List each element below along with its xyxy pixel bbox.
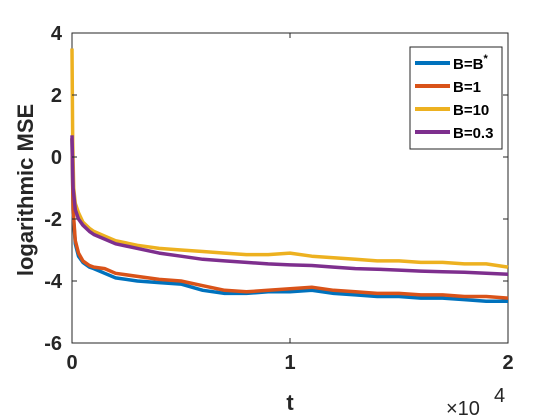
series-layer [70,48,509,303]
legend-label: B=1 [453,79,481,96]
series-line [70,138,509,300]
x-exponent-base: ×10 [446,398,480,420]
legend-label: B=0.3 [453,125,493,142]
legend-label-superscript: * [483,53,488,65]
legend: B=B* B=1 B=10 B=0.3 [409,46,503,150]
ticks-layer: -6 -4 -2 0 2 4 0 1 2 [44,23,513,374]
y-tick-label: 2 [51,85,62,107]
x-tick-label: 0 [66,352,77,374]
legend-label: B=10 [453,102,489,119]
x-tick-label: 1 [284,352,295,374]
y-axis-label: logarithmic MSE [13,104,38,276]
x-exponent-power: 4 [494,385,505,407]
series-line [70,135,509,276]
y-tick-label: -2 [44,209,62,231]
x-axis-label: t [286,390,294,415]
y-tick-label: 0 [51,147,62,169]
y-tick-label: 4 [51,23,63,45]
y-tick-label: -4 [44,271,63,293]
legend-label: B=B* [453,53,488,73]
x-axis-exponent: ×10 4 [446,385,505,420]
y-tick-label: -6 [44,333,62,355]
x-tick-label: 2 [502,352,513,374]
series-line [70,48,509,269]
